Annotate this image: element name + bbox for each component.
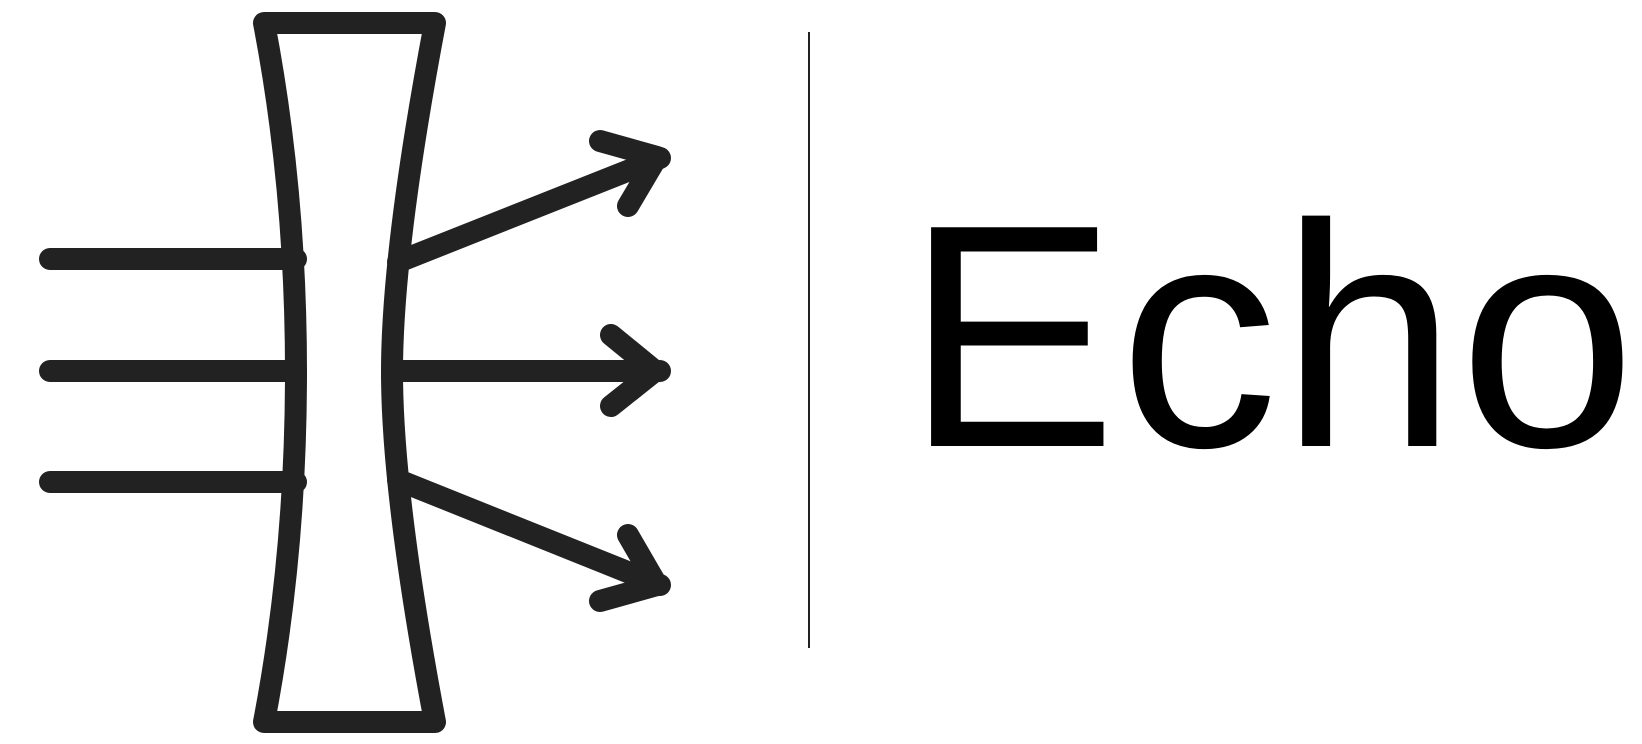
brand-wordmark: Echo: [905, 159, 1638, 514]
concave-lens-icon: [39, 12, 671, 733]
arrowhead-middle: [600, 324, 666, 417]
outgoing-ray-top: [387, 147, 671, 273]
outgoing-ray-bottom: [387, 469, 671, 596]
arrowhead-bottom: [589, 524, 668, 612]
arrowhead-top: [589, 130, 668, 217]
logo-divider: [808, 32, 810, 648]
